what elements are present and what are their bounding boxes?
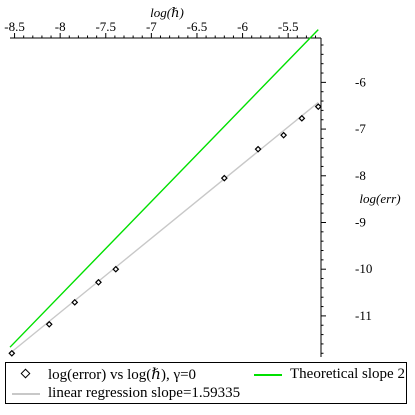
y-tick-label: -7	[355, 121, 366, 136]
data-point	[220, 174, 228, 182]
theoretical-slope-line	[9, 29, 319, 348]
axes: -8.5 -8 -7.5 -7 -6.5 -6 -5.5 -6 -7 -8 -9 -10 -11	[4, 19, 372, 357]
y-tick-label: -9	[355, 214, 366, 229]
data-point	[314, 103, 322, 111]
data-point	[45, 320, 53, 328]
chart: -8.5 -8 -7.5 -7 -6.5 -6 -5.5 -6 -7 -8 -9 -10 -11 log…	[4, 5, 401, 357]
data-point	[112, 265, 120, 273]
x-tick-label: -6.5	[187, 19, 208, 34]
x-tick-label: -6	[237, 19, 248, 34]
data-point	[298, 114, 306, 122]
y-tick-label: -11	[355, 308, 372, 323]
legend-marker-diamond-icon	[12, 368, 40, 380]
legend-item-points: log(error) vs log(ℏ), γ=0	[12, 364, 252, 384]
y-tick-label: -6	[355, 74, 366, 89]
x-tick-label: -7	[146, 19, 157, 34]
data-point	[8, 349, 16, 357]
data-point	[280, 131, 288, 139]
y-axis-label: log(err)	[359, 191, 400, 206]
x-tick-label: -8	[55, 19, 66, 34]
data-point	[254, 145, 262, 153]
legend-label: log(error) vs log(ℏ), γ=0	[48, 366, 197, 383]
legend-item-theoretical: Theoretical slope 2	[254, 364, 406, 384]
legend-line-gray-icon	[12, 387, 40, 399]
y-tick-label: -8	[355, 168, 366, 183]
x-tick-label: -7.5	[95, 19, 116, 34]
data-point	[71, 298, 79, 306]
series-points	[8, 103, 322, 357]
legend-label: linear regression slope=1.59335	[48, 384, 241, 401]
y-tick-label: -10	[355, 261, 372, 276]
x-tick-label: -8.5	[4, 19, 25, 34]
data-point	[95, 278, 102, 286]
legend-label: Theoretical slope 2	[290, 365, 405, 382]
series-lines	[9, 29, 319, 354]
x-axis-label: log(ℏ)	[150, 5, 184, 20]
x-tick-label: -5.5	[278, 19, 299, 34]
legend: log(error) vs log(ℏ), γ=0 Theoretical sl…	[5, 362, 407, 404]
legend-item-regression: linear regression slope=1.59335	[12, 383, 252, 403]
legend-line-green-icon	[254, 368, 282, 380]
regression-line	[9, 101, 319, 354]
